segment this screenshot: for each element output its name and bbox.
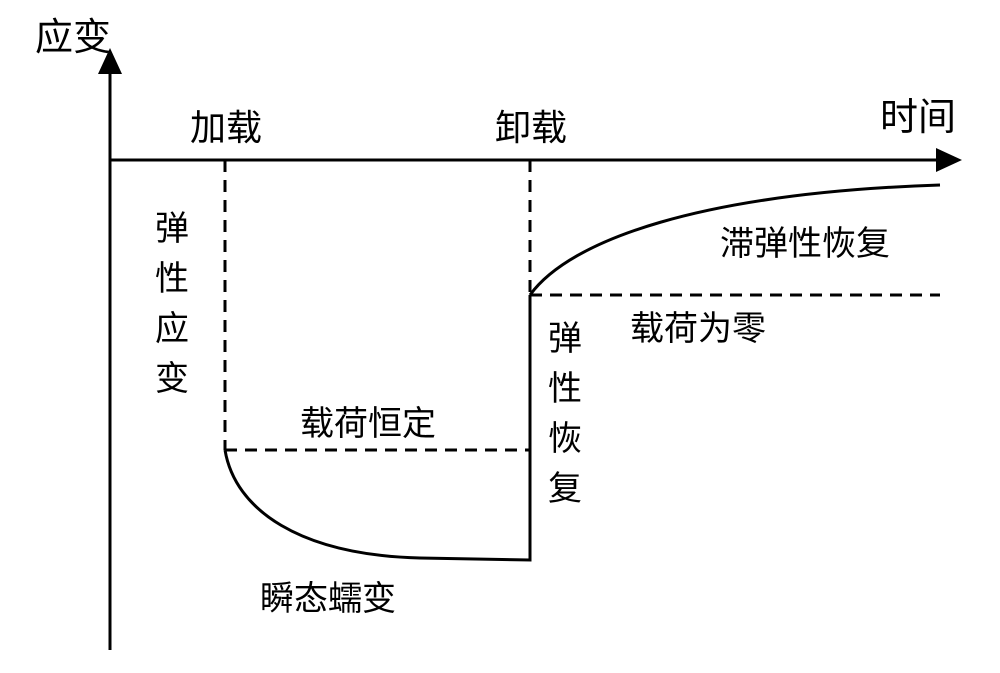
- svg-text:性: 性: [155, 260, 189, 298]
- anelastic-recovery-label: 滞弹性恢复: [720, 225, 890, 263]
- x-axis-arrow: [936, 148, 962, 172]
- svg-text:性: 性: [548, 370, 582, 408]
- svg-text:弹: 弹: [548, 320, 582, 358]
- svg-text:变: 变: [155, 360, 189, 398]
- strain-time-diagram: 应变 时间 加载 卸载 弹 性 应 变 载荷恒定 瞬态蠕变 弹 性 恢 复 载荷…: [0, 0, 1000, 673]
- transient-creep-label: 瞬态蠕变: [260, 580, 396, 618]
- zero-load-label: 载荷为零: [630, 310, 766, 348]
- y-axis-title: 应变: [35, 17, 111, 59]
- const-load-label: 载荷恒定: [300, 405, 436, 443]
- elastic-strain-vlabel: 弹 性 应 变: [155, 210, 189, 398]
- svg-text:应: 应: [155, 310, 189, 348]
- x-axis-title: 时间: [880, 97, 956, 139]
- svg-text:恢: 恢: [548, 420, 582, 458]
- svg-text:复: 复: [548, 470, 582, 508]
- elastic-recovery-vlabel: 弹 性 恢 复: [548, 320, 582, 508]
- unload-event-label: 卸载: [495, 107, 567, 148]
- load-event-label: 加载: [190, 107, 262, 148]
- svg-text:弹: 弹: [155, 210, 189, 248]
